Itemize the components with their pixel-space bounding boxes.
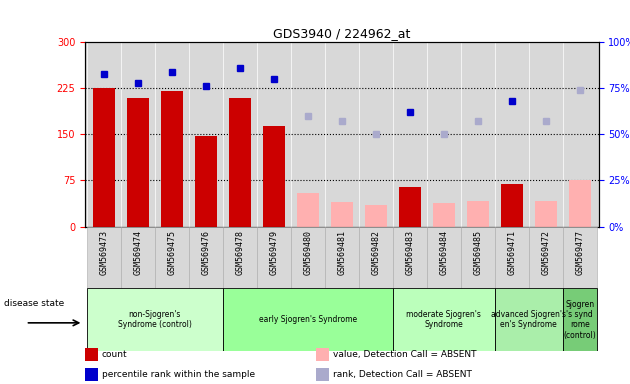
FancyBboxPatch shape (529, 227, 563, 288)
Text: advanced Sjogren's
en's Syndrome: advanced Sjogren's en's Syndrome (491, 310, 566, 329)
Text: percentile rank within the sample: percentile rank within the sample (102, 370, 255, 379)
FancyBboxPatch shape (563, 227, 597, 288)
Bar (127, 98, 149, 227)
Bar (195, 136, 217, 227)
FancyBboxPatch shape (358, 227, 392, 288)
Bar (365, 205, 387, 227)
FancyBboxPatch shape (495, 227, 529, 288)
FancyBboxPatch shape (427, 227, 461, 288)
Text: disease state: disease state (4, 300, 64, 308)
Bar (316, 368, 329, 381)
Text: GSM569479: GSM569479 (269, 230, 278, 275)
Bar (569, 180, 591, 227)
Text: GSM569476: GSM569476 (201, 230, 210, 275)
Bar (501, 184, 523, 227)
Text: GSM569484: GSM569484 (439, 230, 449, 275)
Bar (93, 88, 115, 227)
Bar (331, 202, 353, 227)
Bar (85, 348, 98, 361)
FancyBboxPatch shape (461, 227, 495, 288)
Text: GSM569485: GSM569485 (473, 230, 483, 275)
FancyBboxPatch shape (257, 227, 291, 288)
Bar (433, 203, 455, 227)
Text: GSM569473: GSM569473 (100, 230, 108, 275)
Text: GSM569475: GSM569475 (167, 230, 176, 275)
Text: GSM569480: GSM569480 (303, 230, 312, 275)
FancyBboxPatch shape (291, 227, 325, 288)
Bar (467, 201, 489, 227)
Text: non-Sjogren's
Syndrome (control): non-Sjogren's Syndrome (control) (118, 310, 192, 329)
FancyBboxPatch shape (223, 227, 257, 288)
Text: early Sjogren's Syndrome: early Sjogren's Syndrome (259, 315, 357, 324)
Text: GSM569477: GSM569477 (575, 230, 584, 275)
Bar (392, 288, 495, 351)
Text: value, Detection Call = ABSENT: value, Detection Call = ABSENT (333, 350, 476, 359)
Text: moderate Sjogren's
Syndrome: moderate Sjogren's Syndrome (406, 310, 481, 329)
Bar (495, 288, 563, 351)
Text: GSM569472: GSM569472 (541, 230, 550, 275)
FancyBboxPatch shape (155, 227, 189, 288)
Text: GSM569471: GSM569471 (507, 230, 517, 275)
Bar (161, 91, 183, 227)
Bar (229, 98, 251, 227)
Text: rank, Detection Call = ABSENT: rank, Detection Call = ABSENT (333, 370, 472, 379)
Text: GSM569478: GSM569478 (235, 230, 244, 275)
Text: GSM569482: GSM569482 (371, 230, 381, 275)
FancyBboxPatch shape (392, 227, 427, 288)
Text: Sjogren
's synd
rome
(control): Sjogren 's synd rome (control) (563, 300, 596, 340)
Bar (87, 288, 223, 351)
Bar (223, 288, 392, 351)
FancyBboxPatch shape (121, 227, 155, 288)
Text: GSM569481: GSM569481 (337, 230, 346, 275)
FancyBboxPatch shape (87, 227, 121, 288)
Bar (316, 348, 329, 361)
Text: GSM569474: GSM569474 (134, 230, 142, 275)
Title: GDS3940 / 224962_at: GDS3940 / 224962_at (273, 26, 411, 40)
Bar (85, 368, 98, 381)
FancyBboxPatch shape (189, 227, 223, 288)
Bar (399, 187, 421, 227)
Text: GSM569483: GSM569483 (405, 230, 415, 275)
Bar (263, 126, 285, 227)
Bar (297, 193, 319, 227)
Text: count: count (102, 350, 128, 359)
Bar (563, 288, 597, 351)
FancyBboxPatch shape (325, 227, 358, 288)
Bar (535, 201, 557, 227)
